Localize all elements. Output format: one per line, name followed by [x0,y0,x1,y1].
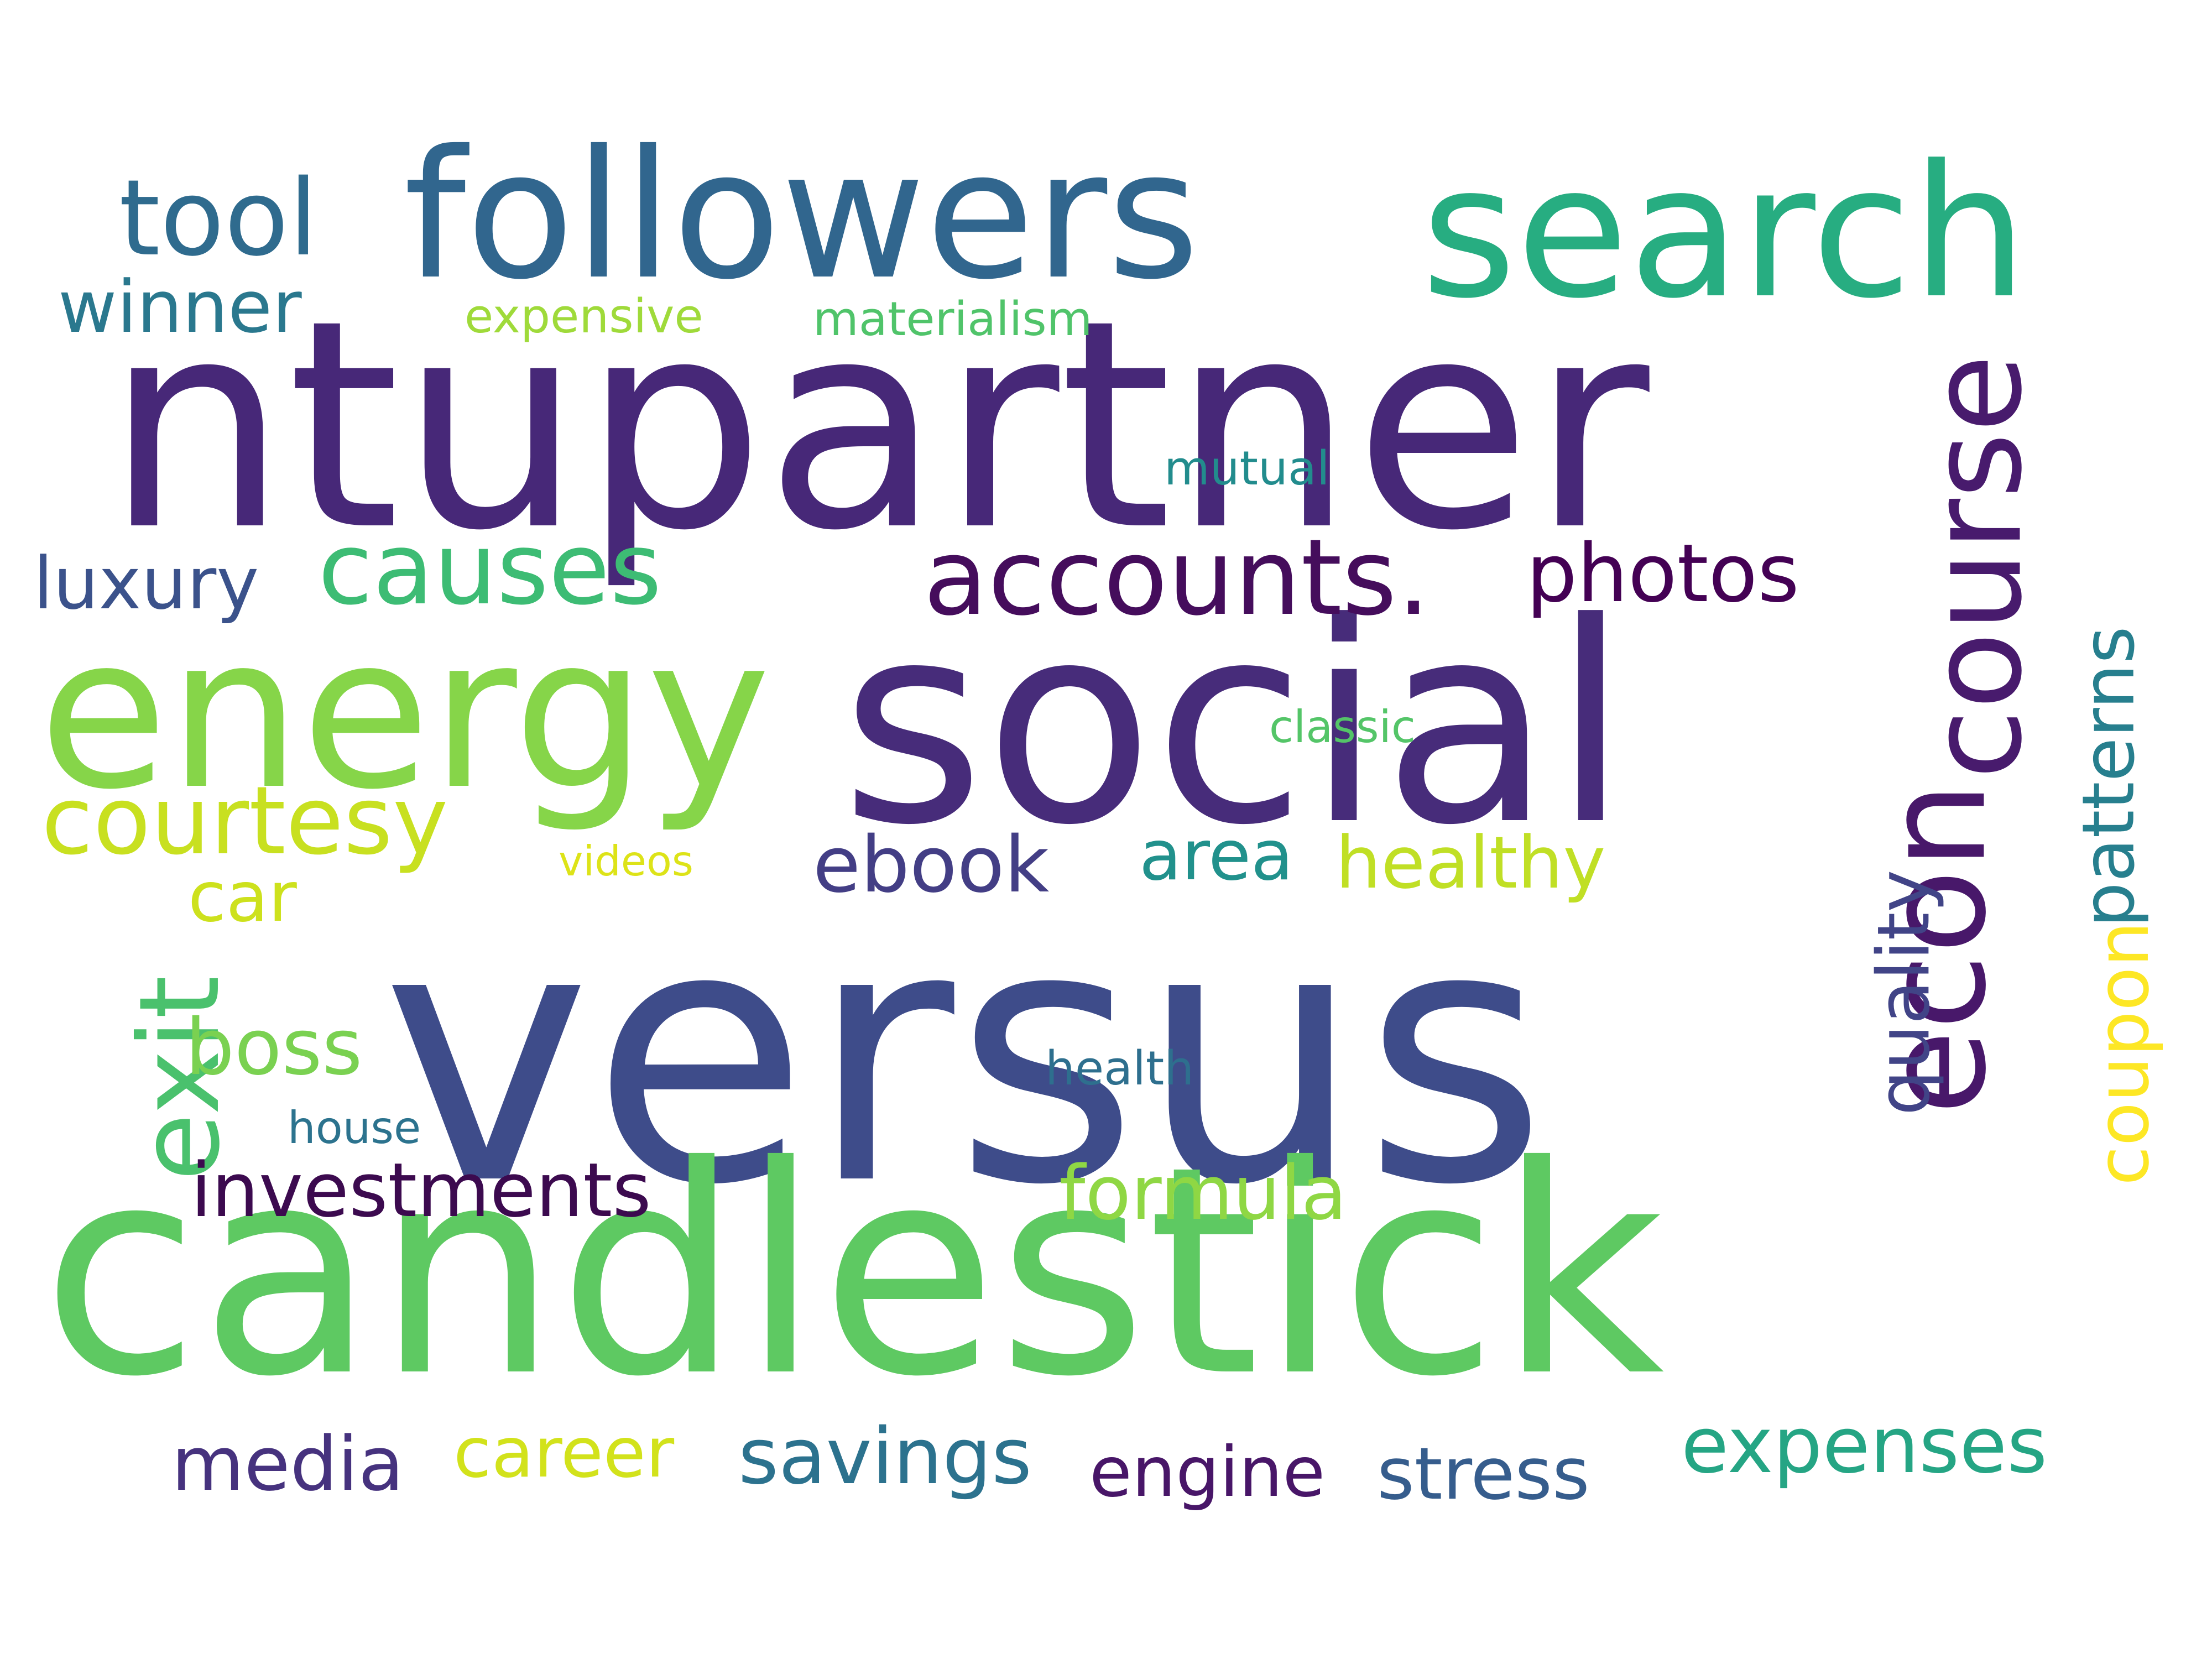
word-causes: causes [318,512,662,627]
word-photos: photos [1526,527,1799,620]
word-expenses: expenses [1681,1401,2048,1491]
word-quality: quality [1861,869,1946,1116]
word-ebook: ebook [813,820,1050,910]
word-coupon: coupon [2080,921,2165,1186]
word-healthy: healthy [1335,821,1606,905]
word-materialism: materialism [813,292,1093,347]
word-engine: engine [1089,1432,1326,1512]
word-savings: savings [738,1412,1032,1502]
word-courtesy: courtesy [41,766,448,876]
word-formula: formula [1059,1150,1347,1237]
word-course: course [1902,354,2051,780]
word-expensive: expensive [465,289,703,344]
word-versus: versus [382,850,1548,1262]
word-followers: followers [404,113,1199,319]
word-health: health [1045,1041,1194,1096]
word-house: house [288,1102,421,1154]
word-car: car [188,857,297,937]
word-winner: winner [58,265,302,349]
word-tool: tool [119,157,318,279]
word-energy: energy [39,591,771,836]
word-mutual: mutual [1164,441,1330,496]
word-search: search [1421,126,2028,338]
word-stress: stress [1377,1432,1590,1516]
word-career: career [453,1413,675,1493]
word-classic: classic [1269,701,1416,753]
word-patterns: patterns [2066,626,2151,928]
word-media: media [171,1421,404,1507]
word-social: social [841,564,1629,885]
word-ntupartner: ntupartner [105,258,1650,593]
word-candlestick: candlestick [41,1104,1665,1439]
word-videos: videos [559,837,693,885]
word-boss: boss [185,1003,363,1093]
word-luxury: luxury [33,541,259,625]
word-accounts: accounts. [924,517,1431,639]
word-area: area [1139,816,1293,896]
word-investments: investments [191,1147,651,1234]
